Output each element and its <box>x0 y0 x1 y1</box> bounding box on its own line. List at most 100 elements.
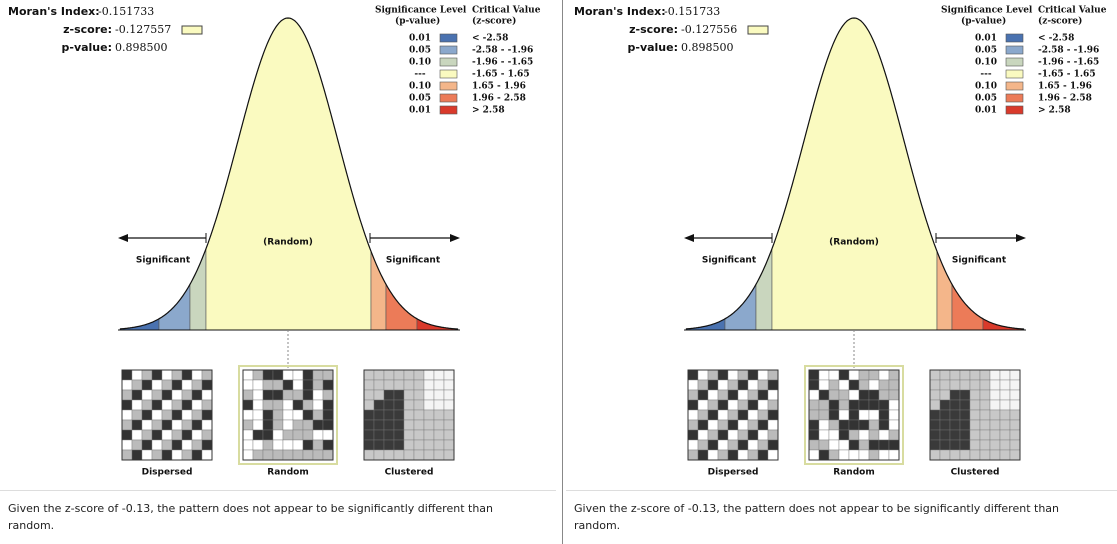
thumbnail-cell <box>202 380 212 390</box>
thumbnail-cell <box>384 390 394 400</box>
z-swatch <box>182 26 202 34</box>
thumbnail-cell <box>122 420 132 430</box>
thumbnail-cell <box>970 440 980 450</box>
thumbnail-cell <box>414 390 424 400</box>
thumbnail-cell <box>950 410 960 420</box>
thumbnail-cell <box>202 370 212 380</box>
thumbnail-cell <box>748 450 758 460</box>
thumbnail-cell <box>839 370 849 380</box>
thumbnail-cell <box>970 370 980 380</box>
thumbnail-cell <box>132 370 142 380</box>
thumbnail-cell <box>809 400 819 410</box>
thumbnail-cell <box>323 440 333 450</box>
legend-header: Significance Level <box>941 6 1033 16</box>
thumbnail-cell <box>263 370 273 380</box>
thumbnail-cell <box>323 420 333 430</box>
thumbnail-cell <box>303 440 313 450</box>
thumbnail-cell <box>1010 400 1020 410</box>
thumbnail-cell <box>839 380 849 390</box>
thumbnail-cell <box>313 370 323 380</box>
thumbnail-cell <box>434 390 444 400</box>
thumbnail-cell <box>728 450 738 460</box>
thumbnail-cell <box>930 420 940 430</box>
thumbnail-cell <box>869 430 879 440</box>
thumbnail-cell <box>404 440 414 450</box>
stat-value: 0.898500 <box>115 41 168 54</box>
thumbnail-cell <box>293 410 303 420</box>
thumbnail-cell <box>1010 430 1020 440</box>
thumbnail-cell <box>374 370 384 380</box>
thumbnail-cell <box>688 380 698 390</box>
thumbnail-cell <box>1010 420 1020 430</box>
significant-label: Significant <box>386 256 441 266</box>
thumbnail-cell <box>748 420 758 430</box>
thumbnail-cell <box>142 400 152 410</box>
thumbnail-cell <box>313 440 323 450</box>
thumbnail-cell <box>688 410 698 420</box>
thumbnail-cell <box>849 380 859 390</box>
thumbnail-cell <box>819 410 829 420</box>
thumbnail-cell <box>152 430 162 440</box>
thumbnail-cell <box>1010 440 1020 450</box>
thumbnail-cell <box>1010 380 1020 390</box>
thumbnail-cell <box>970 430 980 440</box>
thumbnail-cell <box>122 410 132 420</box>
thumbnail-cell <box>930 400 940 410</box>
z-swatch <box>748 26 768 34</box>
thumbnail-cell <box>1000 420 1010 430</box>
thumbnail-cell <box>718 440 728 450</box>
thumbnail-cell <box>172 410 182 420</box>
thumbnail-cell <box>869 370 879 380</box>
thumbnail-cell <box>122 450 132 460</box>
thumbnail-cell <box>990 400 1000 410</box>
thumbnail-cell <box>172 440 182 450</box>
thumbnail-cell <box>273 420 283 430</box>
thumbnail-cell <box>738 420 748 430</box>
thumbnail-cell <box>990 420 1000 430</box>
thumbnail-cell <box>728 400 738 410</box>
thumbnail-cell <box>809 410 819 420</box>
thumbnail-cell <box>748 380 758 390</box>
legend-critical: -1.96 - -1.65 <box>472 58 533 68</box>
thumbnail-cell <box>738 380 748 390</box>
thumbnail-cell <box>182 400 192 410</box>
thumbnail-cell <box>243 390 253 400</box>
legend-critical: -1.65 - 1.65 <box>1038 70 1096 80</box>
thumbnail-cell <box>819 450 829 460</box>
caption: Given the z-score of -0.13, the pattern … <box>574 500 1074 534</box>
thumbnail-cell <box>394 380 404 390</box>
thumbnail-cell <box>414 440 424 450</box>
thumbnail-cell <box>384 450 394 460</box>
thumbnail-cell <box>162 390 172 400</box>
thumbnail-cell <box>444 370 454 380</box>
thumbnail-cell <box>414 450 424 460</box>
thumbnail-cell <box>293 430 303 440</box>
thumbnail-cell <box>849 430 859 440</box>
thumbnail-cell <box>253 370 263 380</box>
thumbnail-cell <box>869 420 879 430</box>
thumbnail-cell <box>859 390 869 400</box>
thumbnail-cell <box>374 450 384 460</box>
divider <box>562 0 563 544</box>
thumbnail-cell <box>768 450 778 460</box>
legend-swatch <box>1006 106 1023 114</box>
thumbnail-cell <box>1000 380 1010 390</box>
legend-header: Significance Level <box>375 6 467 16</box>
thumbnail-cell <box>132 450 142 460</box>
legend-significance: 0.01 <box>409 34 431 44</box>
thumbnail-cell <box>142 420 152 430</box>
thumbnail-cell <box>708 420 718 430</box>
thumbnail-cell <box>728 410 738 420</box>
thumbnail-cell <box>829 420 839 430</box>
thumbnail-cell <box>970 400 980 410</box>
thumbnail-cell <box>728 430 738 440</box>
thumbnail-cell <box>374 400 384 410</box>
thumbnail-cell <box>698 370 708 380</box>
thumbnail-cell <box>758 410 768 420</box>
thumbnail-cell <box>444 430 454 440</box>
thumbnail-cell <box>273 450 283 460</box>
legend-significance: 0.01 <box>975 106 997 116</box>
thumbnail-cell <box>940 420 950 430</box>
thumbnail-cell <box>192 430 202 440</box>
thumbnail-cell <box>849 410 859 420</box>
